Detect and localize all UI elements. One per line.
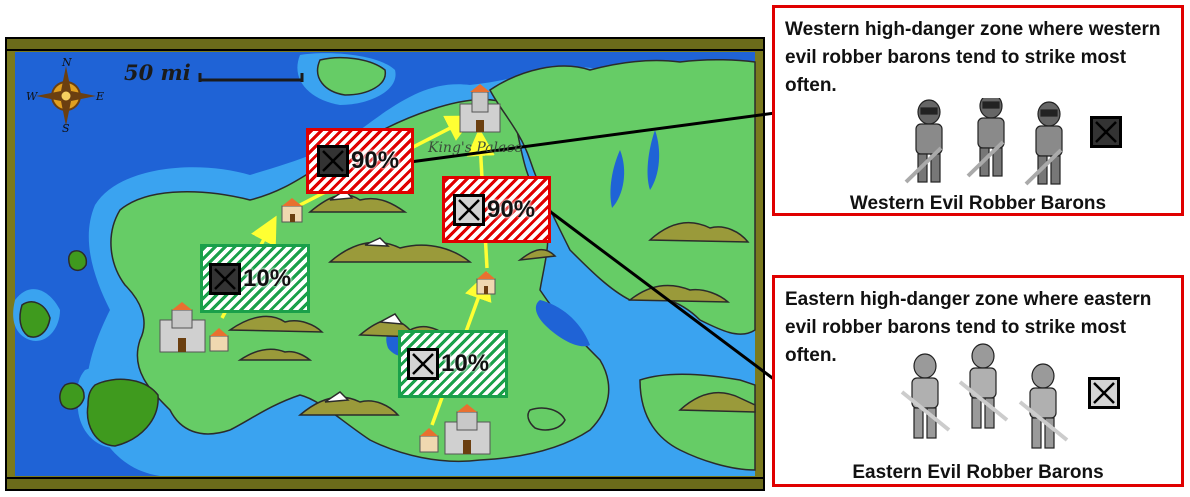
kings-palace-icon [459, 84, 501, 133]
connector-west [409, 111, 776, 164]
zone-percent: 90% [487, 195, 536, 223]
eastern-baron-icon [453, 193, 485, 226]
eastern-knights-icon [900, 343, 1069, 449]
town-icon [281, 198, 303, 223]
compass-s: S [62, 122, 70, 135]
western-knights-icon [904, 98, 1063, 186]
western-baron-icon [209, 262, 241, 295]
compass-w: W [26, 90, 38, 103]
legend-western-panel: Western high-danger zone where western e… [772, 5, 1184, 216]
west-castle-icon [159, 302, 206, 353]
zone-west-high: 90% [306, 128, 414, 194]
islands [19, 250, 159, 447]
zone-west-low: 10% [200, 244, 310, 313]
scale-label: 50 mi [124, 60, 191, 85]
connector-east [547, 208, 776, 382]
compass-rose [36, 66, 96, 126]
legend-eastern-panel: Eastern high-danger zone where eastern e… [772, 275, 1184, 487]
zone-percent: 10% [243, 264, 292, 292]
legend-eastern-description: Eastern high-danger zone where eastern e… [785, 289, 1152, 366]
west-town-icon [209, 328, 229, 352]
legend-eastern-label: Eastern Evil Robber Barons [852, 462, 1104, 483]
zone-percent: 10% [441, 350, 490, 377]
settlements [159, 84, 501, 455]
mountains [227, 189, 756, 416]
eastern-baron-icon [1088, 377, 1120, 409]
scale-bar [198, 73, 304, 82]
zone-east-high: 90% [442, 176, 551, 243]
east-town-icon [419, 428, 439, 453]
east-castle-icon [444, 404, 491, 455]
western-baron-icon [317, 145, 349, 177]
eastern-baron-icon [407, 348, 439, 380]
town-icon [476, 271, 496, 295]
compass-e: E [96, 90, 105, 103]
palace-label: King's Palace [428, 140, 523, 156]
legend-western-label: Western Evil Robber Barons [849, 193, 1107, 214]
western-baron-icon [1090, 116, 1122, 148]
compass-n: N [62, 56, 72, 69]
legend-western-description: Western high-danger zone where western e… [785, 19, 1161, 96]
zone-east-low: 10% [398, 330, 508, 398]
zone-percent: 90% [351, 147, 400, 174]
